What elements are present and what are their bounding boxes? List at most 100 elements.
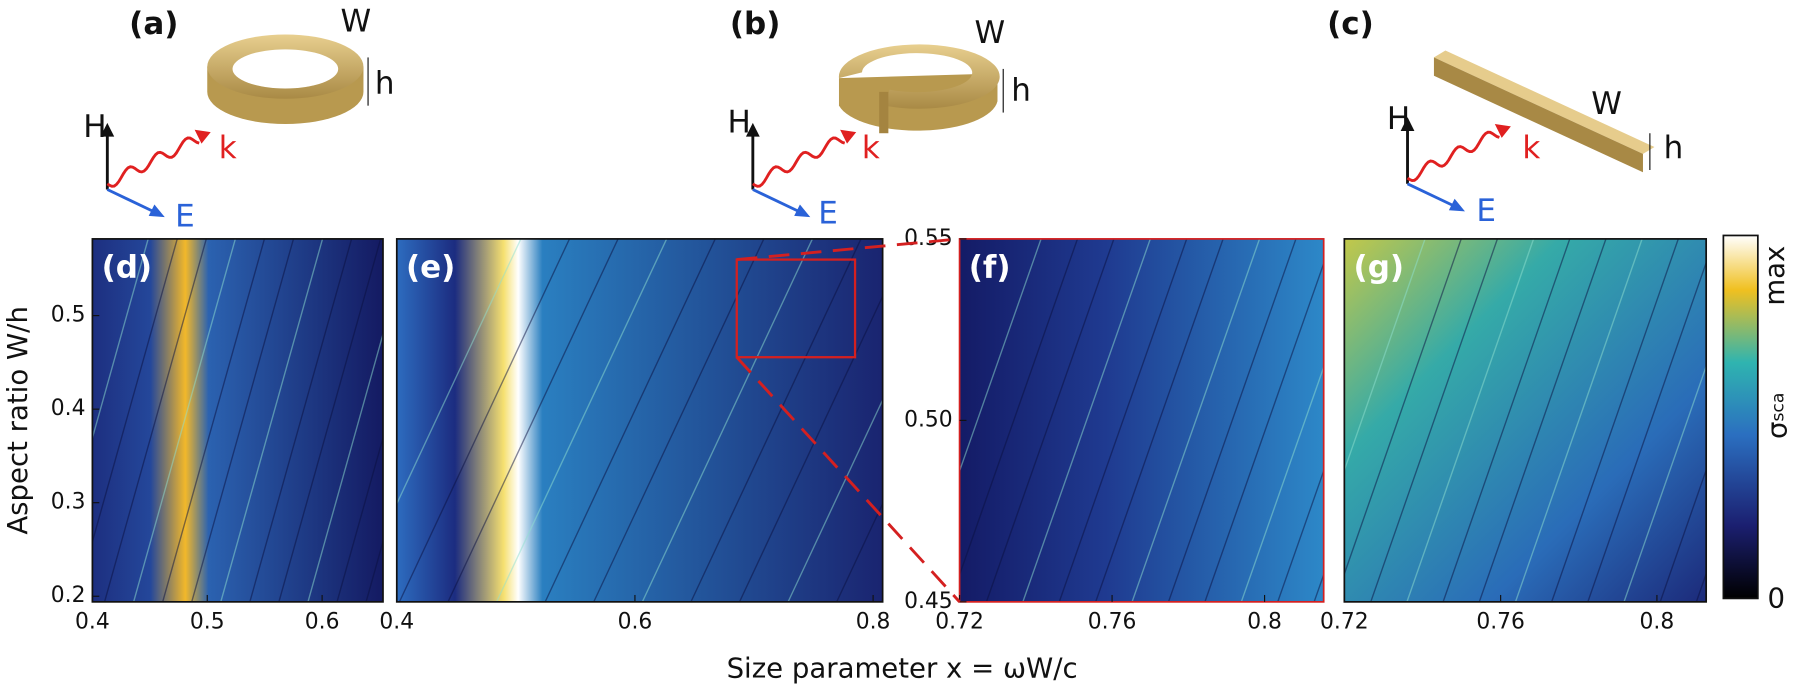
zoom-connector <box>736 237 960 262</box>
x-axis-label: Size parameter x = ωW/c <box>727 653 1078 685</box>
mode-streak <box>1478 238 1607 602</box>
mode-streak <box>738 294 883 602</box>
mode-streak <box>220 238 324 602</box>
e-vector <box>752 188 802 214</box>
mode-streak <box>985 238 1115 602</box>
e-field-label: E <box>818 195 838 231</box>
e-head <box>794 204 811 218</box>
panel-label: (e) <box>406 249 455 285</box>
panel-label: (b) <box>730 6 781 42</box>
colorbar <box>1722 234 1759 600</box>
mode-streak <box>1344 238 1462 576</box>
x-tick-label: 0.72 <box>1320 610 1369 635</box>
mode-streak <box>1277 468 1324 602</box>
sigma-sub: sca <box>1769 393 1789 422</box>
mode-streak <box>1344 238 1426 473</box>
h-field-label: H <box>1387 101 1410 137</box>
k-head <box>840 129 857 144</box>
heatmap <box>396 238 883 602</box>
k-label: k <box>219 130 237 166</box>
ring-hole <box>232 49 339 89</box>
mode-streak <box>1551 238 1679 602</box>
e-vector <box>106 188 157 214</box>
x-tick-label: 0.4 <box>75 610 110 635</box>
mode-streak <box>1587 260 1707 602</box>
heatmap <box>92 238 383 602</box>
mode-streak <box>162 238 266 602</box>
x-tick-label: 0.76 <box>1088 610 1137 635</box>
mode-streak <box>396 238 522 506</box>
x-tick-label: 0.6 <box>618 610 653 635</box>
k-label: k <box>1522 130 1540 166</box>
mode-streak <box>307 331 383 602</box>
panel-label: (a) <box>129 6 178 42</box>
e-head <box>1448 198 1465 212</box>
heatmap-group <box>959 238 1324 602</box>
sigma: σ <box>1762 422 1794 439</box>
h-head <box>1400 117 1415 131</box>
y-tick-label: 0.2 <box>51 583 86 608</box>
mode-streak <box>103 238 207 602</box>
frame <box>1343 238 1708 603</box>
mode-streak <box>1131 238 1261 602</box>
gap-face <box>879 91 889 134</box>
x-tick-label: 0.76 <box>1476 610 1525 635</box>
w-label: W <box>1591 86 1622 122</box>
x-tick-label: 0.6 <box>305 610 340 635</box>
heatmap-group <box>92 238 383 602</box>
x-tick-label: 0.8 <box>856 610 891 635</box>
y-tick-label: 0.4 <box>51 396 86 421</box>
y-tick-label: 0.3 <box>51 490 86 515</box>
mode-streak <box>593 238 765 602</box>
h-field-label: H <box>83 109 106 145</box>
mode-streak <box>92 238 149 441</box>
mode-streak <box>1406 238 1535 602</box>
mode-streak <box>249 238 353 602</box>
mode-streak <box>278 238 382 602</box>
mode-streak <box>398 238 571 602</box>
e-head <box>148 204 165 218</box>
mode-streak <box>836 502 883 602</box>
h-head <box>745 122 760 137</box>
zoom-box <box>735 258 857 359</box>
frame <box>395 238 884 603</box>
colorbar-max: max <box>1759 246 1791 306</box>
mode-streak <box>336 435 383 602</box>
mode-streak <box>1167 238 1297 602</box>
x-tick-label: 0.8 <box>1640 610 1675 635</box>
mode-streak <box>447 238 619 602</box>
mode-streak <box>1514 238 1643 602</box>
k-wave <box>752 136 846 188</box>
x-tick-label: 0.4 <box>379 610 414 635</box>
x-tick-label: 0.8 <box>1247 610 1282 635</box>
w-label: W <box>340 3 371 39</box>
y-axis-label: Aspect ratio W/h <box>2 306 34 535</box>
mode-streak <box>787 398 883 602</box>
mode-streak <box>641 238 814 602</box>
bar-side <box>1433 57 1643 173</box>
h-head <box>100 122 115 137</box>
panel-label: (g) <box>1354 249 1405 285</box>
mode-streak <box>959 238 1079 577</box>
y-tick-label: 0.5 <box>51 303 86 328</box>
k-label: k <box>862 130 880 166</box>
mode-streak <box>132 238 237 602</box>
x-tick-label: 0.72 <box>935 610 984 635</box>
mode-streak <box>959 238 1042 474</box>
h-field-label: H <box>728 105 751 141</box>
e-field-label: E <box>175 199 195 235</box>
y-tick-label: 0.50 <box>904 407 953 432</box>
frame <box>91 238 384 603</box>
mode-streak <box>1022 238 1151 602</box>
mode-streak <box>1659 468 1707 602</box>
heatmap-group <box>1344 238 1707 602</box>
ring-top <box>838 44 1000 109</box>
colorbar-label: σsca <box>1762 393 1794 439</box>
panel-label: (d) <box>102 249 153 285</box>
mode-streak <box>1442 238 1571 602</box>
k-head <box>194 129 211 144</box>
e-field-label: E <box>1476 193 1496 229</box>
h-label: h <box>1011 72 1031 108</box>
mode-streak <box>1058 238 1188 602</box>
y-tick-label: 0.55 <box>904 226 953 251</box>
